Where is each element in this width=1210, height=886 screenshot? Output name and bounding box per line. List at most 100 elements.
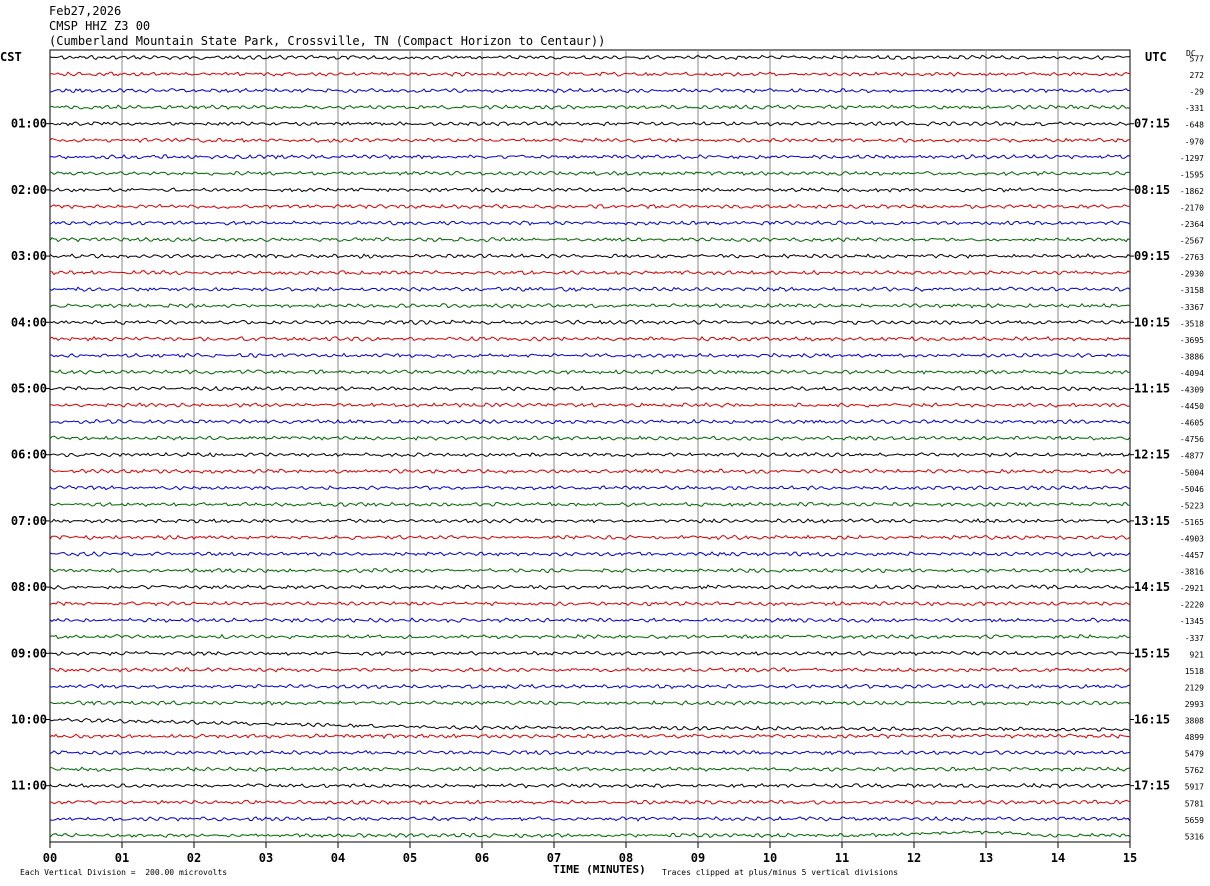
dc-offset-label: -5165	[1180, 518, 1204, 527]
dc-offset-label: -2930	[1180, 270, 1204, 279]
x-tick-label: 02	[187, 851, 201, 865]
seismic-trace	[49, 451, 1131, 458]
dc-offset-label: -4450	[1180, 402, 1204, 411]
dc-offset-label: 2129	[1185, 683, 1204, 692]
x-tick-label: 03	[259, 851, 273, 865]
seismic-trace	[49, 352, 1131, 359]
date-label: Feb27,2026	[49, 4, 122, 18]
left-hour-label: 03:00	[11, 249, 47, 263]
dc-offset-label: -2220	[1180, 601, 1204, 610]
dc-offset-label: 1518	[1185, 667, 1204, 676]
seismic-trace	[49, 170, 1131, 177]
seismic-trace	[49, 830, 1131, 839]
dc-offset-label: -5046	[1180, 485, 1204, 494]
x-tick-label: 15	[1123, 851, 1137, 865]
x-tick-label: 09	[691, 851, 705, 865]
seismic-trace	[49, 104, 1131, 110]
seismic-trace	[49, 584, 1131, 590]
dc-offset-label: -337	[1185, 634, 1204, 643]
dc-offset-label: -29	[1190, 88, 1205, 97]
right-hour-label: 12:15	[1134, 448, 1170, 462]
seismic-trace	[49, 782, 1131, 789]
dc-offset-label: 3808	[1185, 717, 1204, 726]
dc-offset-label: 921	[1190, 650, 1205, 659]
seismic-trace	[49, 137, 1131, 143]
dc-offset-label: -3518	[1180, 319, 1204, 328]
x-tick-label: 12	[907, 851, 921, 865]
x-tick-label: 11	[835, 851, 849, 865]
right-hour-label: 10:15	[1134, 315, 1170, 329]
dc-offset-label: -5223	[1180, 501, 1204, 510]
dc-offset-label: 5479	[1185, 750, 1204, 759]
seismic-trace	[49, 766, 1131, 772]
dc-offset-label: -3886	[1180, 352, 1204, 361]
dc-offset-label: -2567	[1180, 237, 1204, 246]
left-hour-label: 07:00	[11, 514, 47, 528]
seismic-trace	[49, 815, 1131, 822]
seismic-trace	[49, 600, 1131, 607]
plot-frame	[49, 49, 1131, 843]
dc-offset-label: -4877	[1180, 452, 1204, 461]
x-tick-label: 08	[619, 851, 633, 865]
dc-offset-label: -1862	[1180, 187, 1204, 196]
right-hour-label: 07:15	[1134, 117, 1170, 131]
left-hour-label: 09:00	[11, 646, 47, 660]
right-hour-label: 16:15	[1134, 713, 1170, 727]
seismic-trace	[49, 220, 1131, 226]
dc-offset-label: -1297	[1180, 154, 1204, 163]
dc-offset-label: 5316	[1185, 832, 1204, 841]
right-timezone-label: UTC	[1145, 50, 1167, 64]
dc-offset-label: -3695	[1180, 336, 1204, 345]
dc-offset-label: -2921	[1180, 584, 1204, 593]
left-hour-label: 10:00	[11, 713, 47, 727]
dc-offset-label: -4094	[1180, 369, 1204, 378]
seismic-trace	[49, 617, 1131, 623]
left-hour-label: 01:00	[11, 117, 47, 131]
dc-offset-label: -4903	[1180, 534, 1204, 543]
dc-offset-label: -2170	[1180, 203, 1204, 212]
dc-offset-label: 577	[1190, 55, 1205, 64]
left-hour-label: 02:00	[11, 183, 47, 197]
dc-offset-label: 5917	[1185, 783, 1204, 792]
seismic-trace	[49, 667, 1131, 673]
seismic-trace	[49, 402, 1131, 408]
dc-offset-label: -4457	[1180, 551, 1204, 560]
x-tick-label: 07	[547, 851, 561, 865]
right-hour-label: 09:15	[1134, 249, 1170, 263]
dc-offset-label: -4756	[1180, 435, 1204, 444]
clip-note: Traces clipped at plus/minus 5 vertical …	[662, 868, 899, 877]
left-hour-label: 06:00	[11, 448, 47, 462]
seismic-trace	[49, 534, 1131, 541]
seismic-trace	[49, 551, 1131, 557]
dc-offset-label: 272	[1190, 71, 1205, 80]
seismic-trace	[49, 485, 1131, 491]
dc-offset-label: -5004	[1180, 468, 1204, 477]
seismic-trace	[49, 253, 1131, 259]
seismic-trace	[49, 203, 1131, 210]
seismic-trace	[49, 733, 1131, 739]
seismic-trace	[49, 120, 1131, 127]
dc-offset-label: -1345	[1180, 617, 1204, 626]
seismic-trace	[49, 71, 1131, 77]
dc-offset-label: -1595	[1180, 170, 1204, 179]
dc-offset-label: -2763	[1180, 253, 1204, 262]
x-tick-label: 06	[475, 851, 489, 865]
seismic-trace	[49, 700, 1131, 706]
left-timezone-label: CST	[0, 50, 22, 64]
left-hour-label: 05:00	[11, 382, 47, 396]
dc-offset-label: 2993	[1185, 700, 1204, 709]
x-tick-label: 10	[763, 851, 777, 865]
dc-offset-label: -3367	[1180, 303, 1204, 312]
dc-label: DC	[1186, 49, 1196, 58]
x-tick-label: 00	[43, 851, 57, 865]
station-label: CMSP HHZ Z3 00	[49, 19, 151, 33]
seismic-trace	[49, 335, 1131, 342]
right-hour-label: 11:15	[1134, 382, 1170, 396]
seismic-trace	[49, 650, 1131, 657]
seismic-trace	[49, 236, 1131, 243]
seismic-trace	[49, 501, 1131, 508]
left-hour-label: 11:00	[11, 779, 47, 793]
right-hour-label: 15:15	[1134, 646, 1170, 660]
dc-offset-label: -3816	[1180, 568, 1204, 577]
seismic-trace	[49, 633, 1131, 640]
